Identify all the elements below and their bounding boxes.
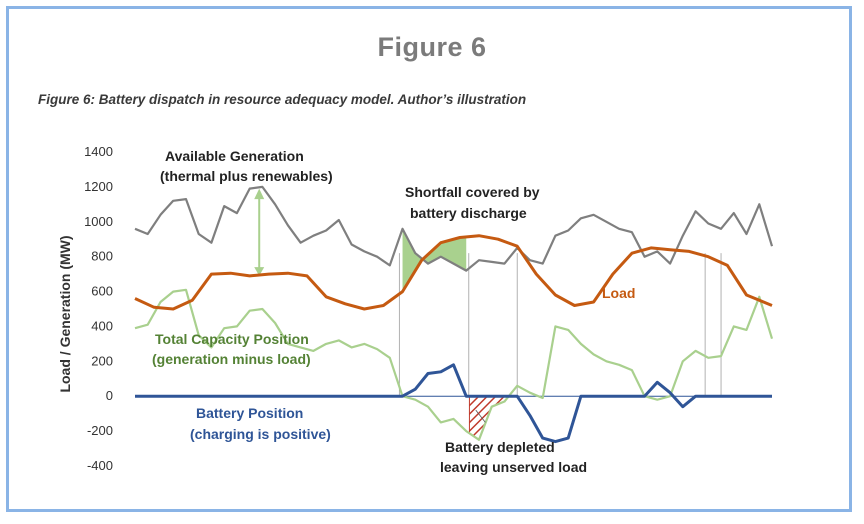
y-tick-label: 600 xyxy=(91,284,113,299)
y-tick-label: -400 xyxy=(87,458,113,473)
annotation-pointer xyxy=(475,409,486,423)
annotation-label: (thermal plus renewables) xyxy=(160,168,333,184)
y-tick-label: 400 xyxy=(91,318,113,333)
y-tick-label: 0 xyxy=(106,388,113,403)
annotation-label: Battery depleted xyxy=(445,439,555,455)
annotation-label: battery discharge xyxy=(410,205,527,221)
unserved-load-area xyxy=(468,395,518,440)
capacity-gap-arrow-down xyxy=(254,267,265,276)
series-battery-position-line xyxy=(135,363,772,444)
annotation-label: Available Generation xyxy=(165,148,304,164)
annotation-label: leaving unserved load xyxy=(440,459,587,475)
annotation-label: (charging is positive) xyxy=(190,426,331,442)
y-tick-label: 1200 xyxy=(84,179,113,194)
y-tick-label: 200 xyxy=(91,353,113,368)
series-total-capacity-position-line xyxy=(134,288,774,441)
capacity-gap-arrow-up xyxy=(254,188,265,200)
annotation-label: Load xyxy=(602,285,635,301)
y-tick-label: 1400 xyxy=(84,144,113,159)
annotation-label: Shortfall covered by xyxy=(405,184,540,200)
series-available-generation-line xyxy=(134,185,774,272)
annotation-label: Battery Position xyxy=(196,405,303,421)
annotation-label: (generation minus load) xyxy=(152,351,311,367)
y-tick-label: 800 xyxy=(91,249,113,264)
y-tick-label: -200 xyxy=(87,423,113,438)
annotation-label: Total Capacity Position xyxy=(155,331,309,347)
figure-title: Figure 6 xyxy=(377,32,487,62)
y-tick-label: 1000 xyxy=(84,214,113,229)
series-load-line xyxy=(134,234,773,311)
figure-caption: Figure 6: Battery dispatch in resource a… xyxy=(38,92,527,107)
y-axis-label: Load / Generation (MW) xyxy=(57,235,73,392)
